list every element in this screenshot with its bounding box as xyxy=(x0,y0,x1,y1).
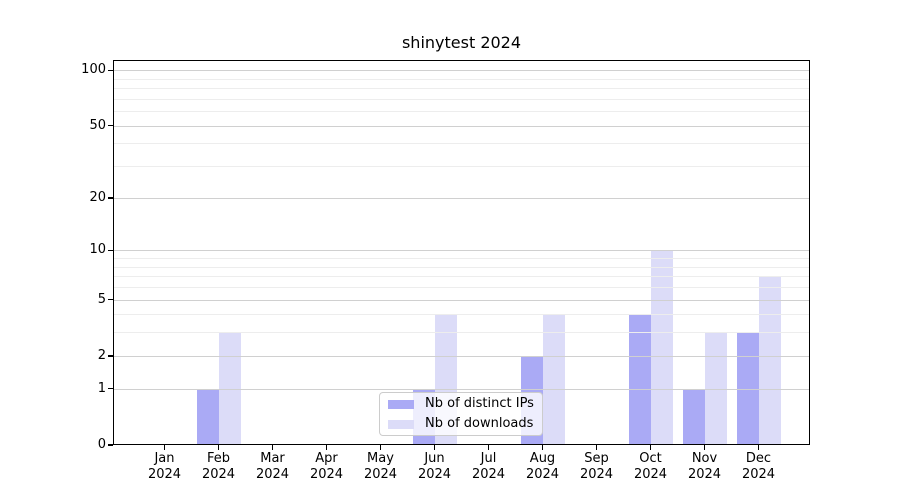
x-label-year: 2024 xyxy=(147,467,182,482)
x-label-oct: Oct 2024 xyxy=(611,451,691,483)
gridline-minor xyxy=(113,314,810,316)
x-label-month: Jul xyxy=(480,451,497,466)
legend-swatch-nb-of-downloads xyxy=(388,419,414,429)
x-label-month: Nov xyxy=(691,451,718,466)
x-label-year: 2024 xyxy=(363,467,398,482)
bar-nb-of-downloads-oct xyxy=(650,250,673,445)
gridline-minor xyxy=(113,286,810,288)
x-tick-oct xyxy=(649,445,652,450)
y-label-5: 5 xyxy=(97,291,106,307)
y-label-50: 50 xyxy=(89,117,106,133)
x-label-year: 2024 xyxy=(687,467,722,482)
legend-swatch-nb-of-distinct-ips xyxy=(388,399,414,409)
x-tick-feb xyxy=(217,445,220,450)
x-label-mar: Mar 2024 xyxy=(233,451,313,483)
bar-nb-of-distinct-ips-feb xyxy=(196,388,219,445)
y-tick-5 xyxy=(108,298,113,301)
gridline-major xyxy=(113,125,810,127)
x-label-nov: Nov 2024 xyxy=(665,451,745,483)
x-tick-nov xyxy=(703,445,706,450)
gridline-major xyxy=(113,70,810,72)
gridline-minor xyxy=(113,88,810,90)
gridline-minor xyxy=(113,332,810,334)
y-label-0: 0 xyxy=(97,437,106,452)
x-label-may: May 2024 xyxy=(341,451,421,483)
x-label-month: May xyxy=(367,451,394,466)
legend-label-nb-of-distinct-ips: Nb of distinct IPs xyxy=(425,396,534,411)
bar-nb-of-downloads-aug xyxy=(542,314,565,445)
legend-item-nb-of-distinct-ips: Nb of distinct IPs xyxy=(388,396,534,412)
x-label-jul: Jul 2024 xyxy=(449,451,529,483)
x-label-apr: Apr 2024 xyxy=(287,451,367,483)
gridline-major xyxy=(113,197,810,199)
x-label-year: 2024 xyxy=(471,467,506,482)
y-tick-100 xyxy=(108,69,113,71)
x-label-year: 2024 xyxy=(525,467,560,482)
y-tick-0 xyxy=(108,444,113,446)
x-label-year: 2024 xyxy=(417,467,452,482)
y-tick-10 xyxy=(108,249,113,252)
y-label-1: 1 xyxy=(97,380,106,396)
x-label-month: Jun xyxy=(424,451,445,466)
x-label-jan: Jan 2024 xyxy=(125,451,205,483)
x-label-dec: Dec 2024 xyxy=(719,451,799,483)
x-tick-jan xyxy=(163,445,166,450)
x-label-sep: Sep 2024 xyxy=(557,451,637,483)
legend: Nb of distinct IPs Nb of downloads xyxy=(379,392,543,436)
plot-area xyxy=(113,60,810,445)
gridline-major xyxy=(113,388,810,390)
gridline-minor xyxy=(113,166,810,168)
x-label-month: Oct xyxy=(639,451,662,466)
y-label-20: 20 xyxy=(89,189,106,205)
x-label-month: Dec xyxy=(745,451,772,466)
x-label-jun: Jun 2024 xyxy=(395,451,475,483)
x-tick-dec xyxy=(757,445,760,450)
x-label-year: 2024 xyxy=(633,467,668,482)
gridline-minor xyxy=(113,98,810,100)
y-label-10: 10 xyxy=(89,242,106,258)
x-label-year: 2024 xyxy=(309,467,344,482)
x-label-year: 2024 xyxy=(741,467,776,482)
y-tick-20 xyxy=(108,197,113,199)
bar-nb-of-distinct-ips-oct xyxy=(628,314,651,445)
y-label-2: 2 xyxy=(97,347,106,363)
y-label-100: 100 xyxy=(81,62,106,78)
x-tick-jun xyxy=(433,445,436,450)
x-label-feb: Feb 2024 xyxy=(179,451,259,483)
gridline-major xyxy=(113,250,810,252)
x-label-year: 2024 xyxy=(579,467,614,482)
x-tick-sep xyxy=(595,445,598,450)
x-label-month: Sep xyxy=(584,451,609,466)
chart-title: shinytest 2024 xyxy=(401,33,522,52)
gridline-minor xyxy=(113,276,810,278)
legend-item-nb-of-downloads: Nb of downloads xyxy=(388,416,534,432)
x-label-month: Aug xyxy=(529,451,556,466)
gridline-major xyxy=(113,355,810,357)
x-label-year: 2024 xyxy=(255,467,290,482)
x-label-aug: Aug 2024 xyxy=(503,451,583,483)
x-tick-jul xyxy=(487,445,490,450)
y-tick-1 xyxy=(108,387,113,390)
y-tick-2 xyxy=(108,355,113,357)
legend-label-nb-of-downloads: Nb of downloads xyxy=(425,416,534,431)
y-tick-50 xyxy=(108,124,113,127)
x-label-month: Apr xyxy=(315,451,338,466)
bar-nb-of-distinct-ips-nov xyxy=(682,388,705,445)
x-label-month: Mar xyxy=(260,451,285,466)
x-label-month: Jan xyxy=(154,451,175,466)
gridline-minor xyxy=(113,258,810,260)
gridline-minor xyxy=(113,78,810,80)
gridline-minor xyxy=(113,111,810,113)
x-tick-aug xyxy=(541,445,544,450)
gridline-minor xyxy=(113,266,810,268)
x-label-month: Feb xyxy=(206,451,231,466)
x-tick-mar xyxy=(271,445,274,450)
bar-nb-of-downloads-dec xyxy=(758,276,781,445)
gridline-major xyxy=(113,299,810,301)
x-tick-may xyxy=(379,445,382,450)
x-tick-apr xyxy=(325,445,328,450)
gridline-minor xyxy=(113,143,810,145)
x-label-year: 2024 xyxy=(201,467,236,482)
